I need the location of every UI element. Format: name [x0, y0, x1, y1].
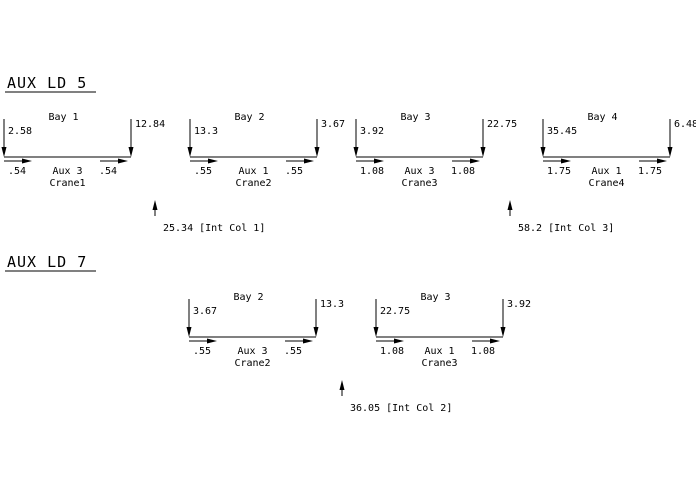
bay-label: Bay 3	[420, 292, 450, 303]
left-lateral-value: 1.08	[360, 166, 384, 177]
section-title: AUX LD 7	[7, 253, 87, 271]
right-lateral-arrow-head	[470, 158, 480, 164]
right-load-arrow-head	[667, 147, 673, 157]
right-lateral-value: .55	[284, 346, 302, 357]
left-lateral-arrow-head	[374, 158, 384, 164]
left-lateral-arrow-head	[22, 158, 32, 164]
left-load-arrow-head	[187, 147, 193, 157]
left-load-value: 13.3	[194, 126, 218, 137]
left-lateral-arrow-head	[394, 338, 404, 344]
crane-label: Crane1	[49, 178, 85, 189]
left-lateral-value: .55	[193, 346, 211, 357]
left-load-value: 35.45	[547, 126, 577, 137]
crane-label: Crane4	[588, 178, 624, 189]
right-load-arrow-head	[313, 327, 319, 337]
right-lateral-value: .54	[99, 166, 117, 177]
left-load-arrow-head	[353, 147, 359, 157]
right-lateral-arrow-head	[303, 338, 313, 344]
left-lateral-value: .55	[194, 166, 212, 177]
bay-label: Bay 2	[234, 112, 264, 123]
right-lateral-arrow-head	[657, 158, 667, 164]
reaction-arrow-head	[339, 380, 345, 390]
right-lateral-value: .55	[285, 166, 303, 177]
reaction-arrow-head	[152, 200, 158, 210]
crane-label: Crane3	[421, 358, 457, 369]
right-lateral-arrow-head	[118, 158, 128, 164]
left-lateral-value: 1.08	[380, 346, 404, 357]
right-load-value: 13.3	[320, 299, 344, 310]
right-load-value: 12.84	[135, 119, 165, 130]
right-lateral-arrow-head	[304, 158, 314, 164]
right-load-value: 3.67	[321, 119, 345, 130]
left-load-arrow-head	[1, 147, 7, 157]
left-load-value: 3.67	[193, 306, 217, 317]
crane-label: Crane2	[235, 178, 271, 189]
reaction-label: 25.34 [Int Col 1]	[163, 223, 265, 234]
reaction-label: 36.05 [Int Col 2]	[350, 403, 452, 414]
bay-label: Bay 2	[233, 292, 263, 303]
left-load-value: 2.58	[8, 126, 32, 137]
right-lateral-value: 1.75	[638, 166, 662, 177]
left-load-arrow-head	[373, 327, 379, 337]
right-lateral-value: 1.08	[471, 346, 495, 357]
right-lateral-value: 1.08	[451, 166, 475, 177]
section-title: AUX LD 5	[7, 74, 87, 92]
bay-label: Bay 3	[400, 112, 430, 123]
right-load-arrow-head	[314, 147, 320, 157]
crane-label: Crane3	[401, 178, 437, 189]
right-load-arrow-head	[480, 147, 486, 157]
left-load-arrow-head	[186, 327, 192, 337]
right-load-value: 3.92	[507, 299, 531, 310]
aux-label: Aux 3	[237, 346, 267, 357]
left-lateral-arrow-head	[207, 338, 217, 344]
bay-label: Bay 1	[48, 112, 78, 123]
left-lateral-value: 1.75	[547, 166, 571, 177]
aux-label: Aux 1	[591, 166, 621, 177]
reaction-label: 58.2 [Int Col 3]	[518, 223, 614, 234]
aux-label: Aux 1	[424, 346, 454, 357]
right-load-value: 6.48	[674, 119, 696, 130]
right-lateral-arrow-head	[490, 338, 500, 344]
right-load-arrow-head	[128, 147, 134, 157]
left-lateral-value: .54	[8, 166, 26, 177]
aux-label: Aux 1	[238, 166, 268, 177]
crane-label: Crane2	[234, 358, 270, 369]
right-load-value: 22.75	[487, 119, 517, 130]
reaction-arrow-head	[507, 200, 513, 210]
aux-label: Aux 3	[404, 166, 434, 177]
left-load-value: 3.92	[360, 126, 384, 137]
aux-label: Aux 3	[52, 166, 82, 177]
left-load-arrow-head	[540, 147, 546, 157]
left-lateral-arrow-head	[208, 158, 218, 164]
bay-label: Bay 4	[587, 112, 617, 123]
right-load-arrow-head	[500, 327, 506, 337]
left-load-value: 22.75	[380, 306, 410, 317]
left-lateral-arrow-head	[561, 158, 571, 164]
